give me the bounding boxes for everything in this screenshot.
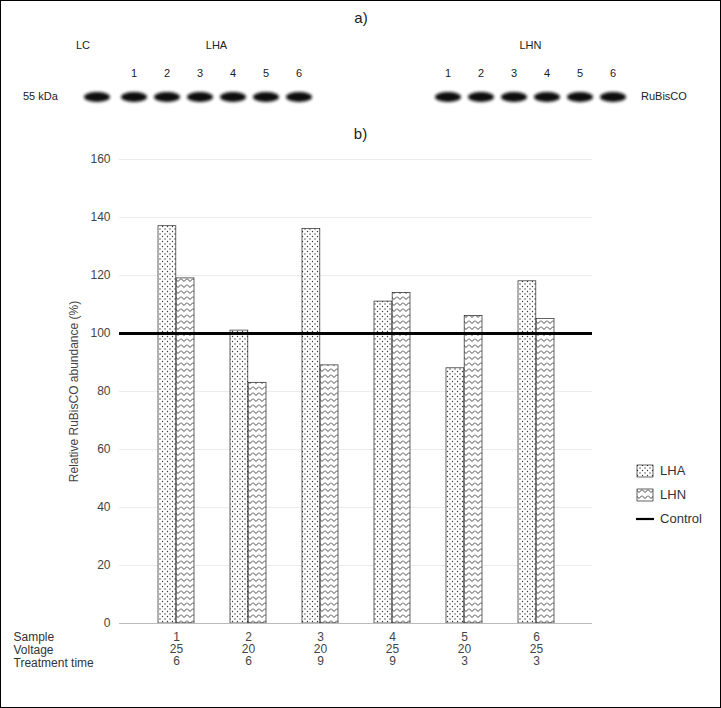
svg-text:5: 5: [577, 67, 583, 79]
svg-text:6: 6: [610, 67, 616, 79]
html-text:LHN: LHN: [660, 487, 687, 502]
svg-text:6253: 6253: [530, 630, 544, 668]
svg-text:60: 60: [97, 442, 111, 456]
svg-text:4: 4: [230, 67, 236, 79]
svg-text:3209: 3209: [314, 630, 328, 668]
svg-text:4259: 4259: [386, 630, 400, 668]
svg-text:LC: LC: [76, 39, 90, 51]
svg-text:1: 1: [445, 67, 451, 79]
svg-text:1: 1: [131, 67, 137, 79]
svg-text:160: 160: [90, 152, 110, 166]
svg-text:RuBisCO: RuBisCO: [641, 90, 687, 102]
svg-text:LHA: LHA: [206, 39, 228, 51]
svg-text:LHN: LHN: [519, 39, 541, 51]
svg-text:a): a): [354, 9, 367, 26]
svg-text:2206: 2206: [242, 630, 256, 668]
svg-text:2: 2: [164, 67, 170, 79]
html-text:LHA: LHA: [660, 463, 686, 478]
svg-text:140: 140: [90, 210, 110, 224]
svg-text:0: 0: [104, 616, 111, 630]
svg-text:2: 2: [478, 67, 484, 79]
svg-text:55 kDa: 55 kDa: [23, 90, 59, 102]
svg-text:4: 4: [544, 67, 550, 79]
svg-text:80: 80: [97, 384, 111, 398]
html-text:b): b): [353, 125, 368, 142]
svg-text:120: 120: [90, 268, 110, 282]
svg-text:Voltage: Voltage: [14, 643, 54, 657]
html-text:Control: Control: [660, 511, 702, 526]
svg-text:Relative RuBisCO abundance (%): Relative RuBisCO abundance (%): [67, 301, 81, 482]
svg-text:5203: 5203: [458, 630, 472, 668]
svg-text:40: 40: [97, 500, 111, 514]
svg-text:3: 3: [197, 67, 203, 79]
svg-text:6: 6: [296, 67, 302, 79]
svg-text:100: 100: [90, 326, 110, 340]
svg-text:20: 20: [97, 558, 111, 572]
svg-text:Treatment time: Treatment time: [14, 656, 95, 670]
svg-text:5: 5: [263, 67, 269, 79]
svg-text:Sample: Sample: [14, 630, 55, 644]
svg-text:1256: 1256: [170, 630, 184, 668]
svg-text:3: 3: [511, 67, 517, 79]
